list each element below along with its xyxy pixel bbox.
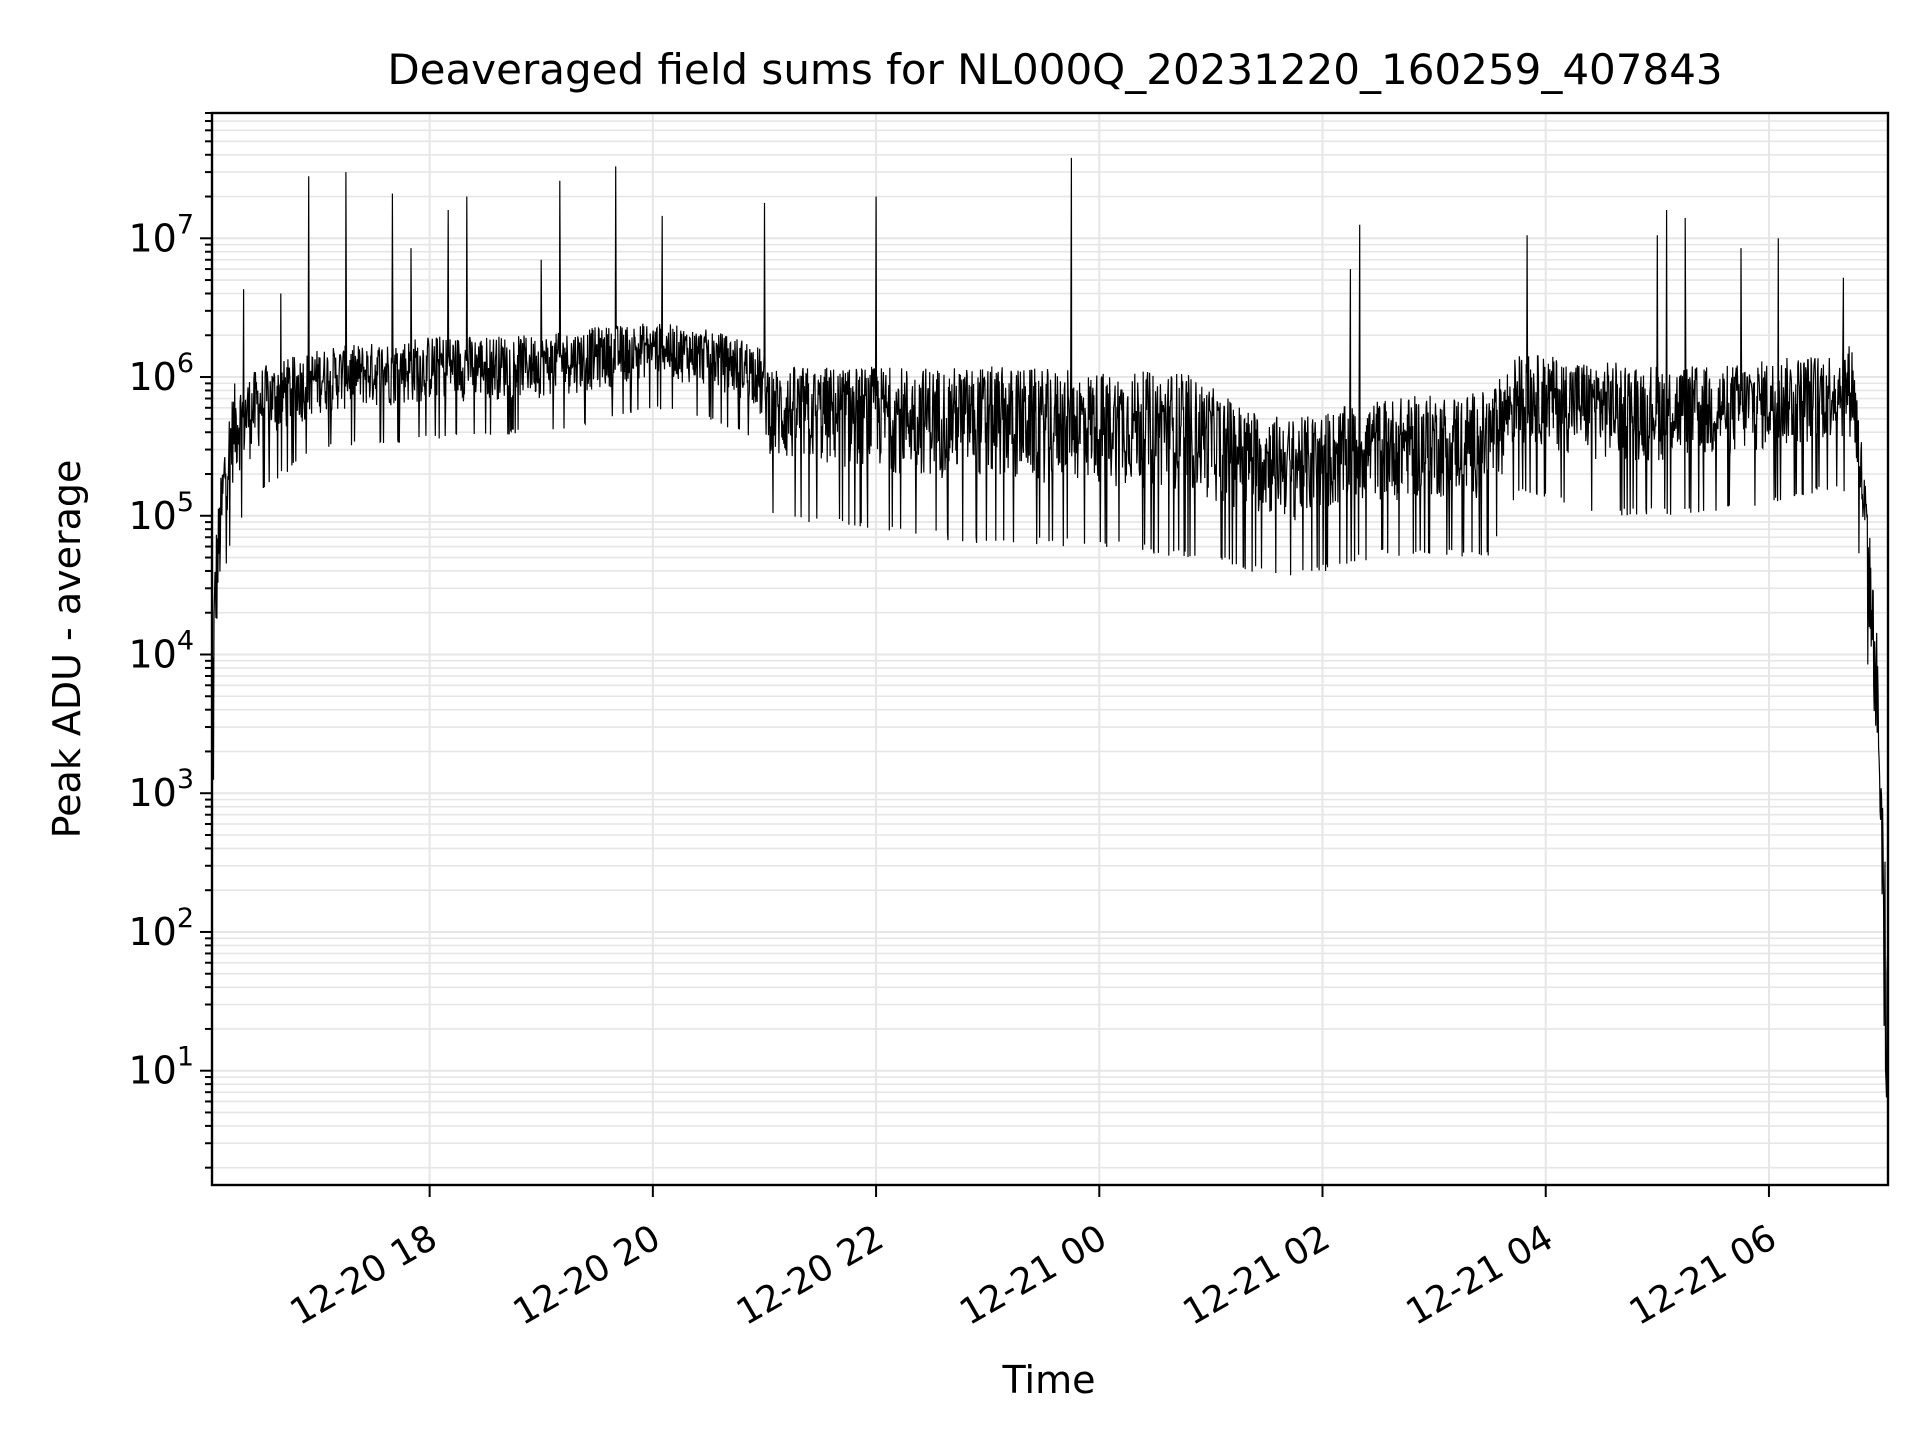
y-tick-label: 105 [128, 487, 194, 538]
plot-area [211, 157, 1889, 1098]
y-tick-label: 102 [128, 903, 194, 954]
y-axis-label: Peak ADU - average [45, 460, 89, 839]
x-tick-label: 12-20 22 [730, 1217, 891, 1333]
grid [212, 112, 1888, 1185]
x-tick-label: 12-20 18 [283, 1217, 444, 1333]
y-tick-label: 103 [128, 764, 194, 815]
y-tick-label: 101 [128, 1042, 194, 1093]
x-axis-label: Time [1002, 1358, 1096, 1402]
y-axis: 101 102 103 104 105 106 107 [128, 112, 212, 1169]
x-axis: 12-20 18 12-20 20 12-20 22 12-21 00 12-21 02… [283, 1185, 1783, 1334]
x-tick-label: 12-21 00 [953, 1217, 1114, 1333]
chart-title: Deaveraged field sums for NL000Q_2023122… [387, 45, 1722, 94]
y-tick-label: 107 [128, 209, 194, 260]
x-tick-label: 12-20 20 [507, 1217, 668, 1333]
x-tick-label: 12-21 04 [1400, 1217, 1561, 1333]
x-tick-label: 12-21 06 [1623, 1217, 1784, 1333]
x-tick-label: 12-21 02 [1176, 1217, 1337, 1333]
series-line [211, 157, 1889, 1098]
y-tick-label: 104 [128, 625, 194, 676]
plot-frame [210, 111, 1890, 1187]
y-tick-label: 106 [128, 348, 194, 399]
